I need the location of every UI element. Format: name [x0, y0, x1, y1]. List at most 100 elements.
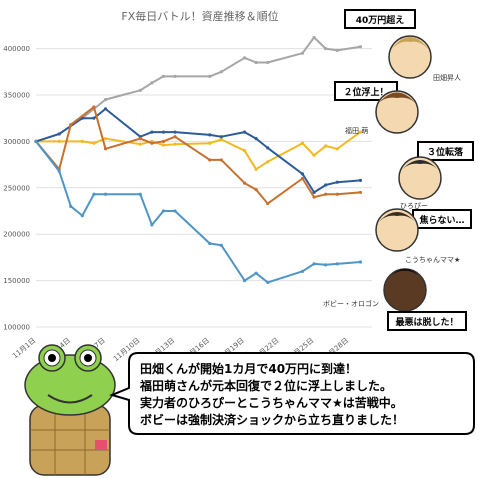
data-point	[335, 180, 339, 184]
data-point	[103, 107, 108, 111]
data-point	[300, 141, 305, 145]
data-point	[138, 192, 142, 196]
data-point	[208, 158, 212, 162]
y-axis-ticks: 100000 150000 200000 250000 300000 350000 4000…	[3, 45, 30, 331]
person-label: ボビー・オロゴン	[323, 299, 379, 308]
portrait-kouchan	[375, 208, 419, 252]
data-point	[138, 88, 142, 92]
data-point	[358, 130, 363, 134]
data-point	[242, 130, 247, 134]
callout-hiropy: ３位転落 ひろぴー	[398, 141, 474, 210]
data-point	[358, 190, 363, 195]
data-point	[242, 278, 247, 283]
message-line-3: 実力者のひろぴーとこうちゃんママ★は苦戦中。	[140, 395, 403, 410]
data-point	[312, 35, 316, 40]
data-point	[173, 130, 177, 134]
data-point	[138, 136, 142, 141]
data-point	[92, 141, 96, 145]
data-point	[254, 136, 258, 141]
y-tick-label: 300000	[3, 138, 30, 146]
data-point	[312, 195, 316, 199]
data-point	[103, 192, 108, 196]
data-point	[242, 181, 247, 185]
data-point	[335, 192, 339, 196]
data-point	[103, 98, 108, 102]
message-line-2: 福田萌さんが元本回復で２位に浮上しました。	[139, 378, 392, 393]
data-point	[161, 209, 166, 213]
data-point	[57, 139, 61, 143]
data-point	[173, 209, 177, 213]
portrait-fukuda	[375, 90, 419, 134]
y-tick-label: 100000	[3, 324, 30, 332]
data-point	[173, 135, 177, 139]
callout-kouchan: 焦らない… こうちゃんママ★	[375, 208, 472, 264]
data-point	[324, 46, 328, 51]
data-point	[300, 176, 305, 181]
data-point	[300, 172, 305, 176]
callout-tabata: 40万円超え 田畑昇人	[344, 9, 461, 82]
data-point	[300, 269, 305, 273]
data-point	[219, 70, 223, 74]
data-point	[150, 223, 154, 227]
y-tick-label: 200000	[3, 231, 30, 239]
message-line-4: ボビーは強制決済ショックから立ち直りました！	[140, 412, 404, 427]
chart-gridlines	[36, 48, 372, 328]
data-point	[161, 130, 166, 134]
data-point	[92, 105, 96, 109]
data-point	[208, 133, 212, 137]
data-point	[254, 167, 258, 171]
callout-text: ３位転落	[427, 146, 464, 158]
data-point	[69, 204, 73, 208]
frog-mascot-illustration	[24, 344, 116, 476]
callout-bobby: ボビー・オロゴン 最悪は脱した！	[323, 268, 467, 331]
y-tick-label: 350000	[3, 91, 30, 99]
data-point	[150, 81, 154, 85]
data-point	[312, 190, 316, 195]
data-point	[219, 243, 223, 247]
data-point	[266, 146, 270, 150]
speech-bubble: 田畑くんが開始1カ月で40万円に到達！ 福田萌さんが元本回復で２位に浮上しました…	[108, 352, 475, 435]
data-point	[150, 130, 154, 134]
callout-text: 最悪は脱した！	[395, 316, 458, 328]
data-point	[266, 201, 270, 206]
callout-text: 焦らない…	[418, 214, 464, 226]
data-point	[254, 188, 258, 192]
data-point	[80, 214, 84, 218]
data-point	[80, 139, 84, 143]
person-label: こうちゃんママ★	[405, 256, 460, 264]
data-point	[173, 142, 177, 146]
data-point	[161, 143, 166, 147]
data-point	[335, 48, 339, 53]
portrait-hiropy	[398, 156, 442, 200]
data-point	[242, 56, 247, 60]
y-tick-label: 150000	[3, 277, 30, 285]
callout-text: ２位浮上！	[343, 86, 388, 98]
callout-text: 40万円超え	[356, 14, 405, 26]
data-point	[358, 178, 363, 182]
data-point	[312, 153, 316, 157]
data-point	[57, 169, 61, 173]
data-point	[335, 147, 339, 151]
series-line	[35, 140, 361, 284]
data-point	[358, 260, 363, 264]
chart-series-lines	[34, 35, 363, 285]
callout-fukuda: ２位浮上！ 福田 萌	[334, 81, 419, 135]
data-point	[242, 149, 247, 153]
data-point	[34, 139, 38, 143]
y-tick-label: 250000	[3, 184, 30, 192]
y-tick-label: 400000	[3, 45, 30, 53]
data-point	[324, 263, 328, 267]
data-point	[138, 142, 142, 146]
data-point	[266, 280, 270, 285]
data-point	[335, 262, 339, 266]
data-point	[219, 137, 223, 142]
data-point	[161, 139, 166, 143]
data-point	[208, 141, 212, 145]
data-point	[92, 192, 96, 196]
chart-title: FX毎日バトル！資産推移＆順位	[121, 9, 278, 23]
person-label: 福田 萌	[345, 126, 368, 135]
data-point	[219, 135, 223, 139]
data-point	[219, 158, 223, 162]
data-point	[150, 141, 154, 145]
